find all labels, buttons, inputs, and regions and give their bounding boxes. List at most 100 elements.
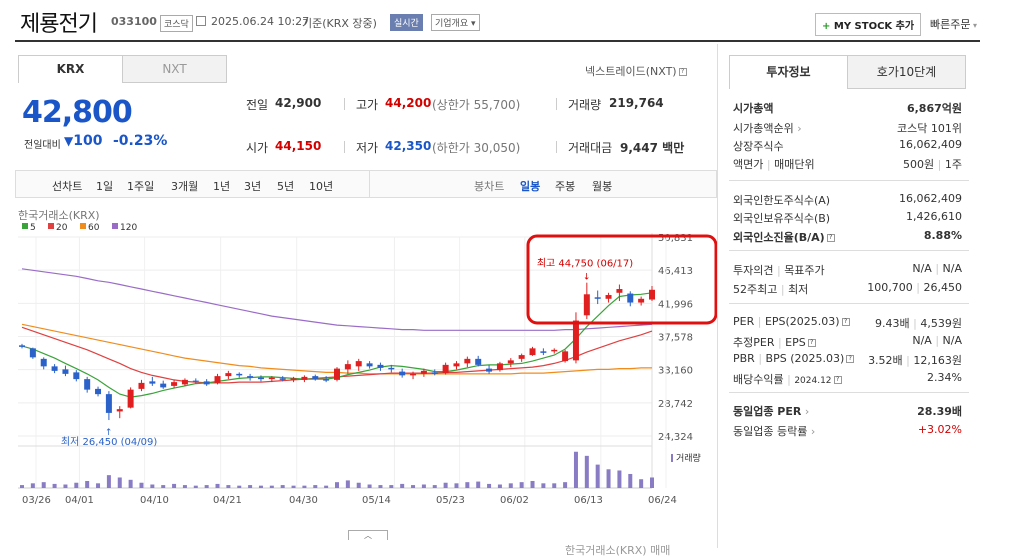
- candle-body: [410, 373, 417, 376]
- tab-invest-info[interactable]: 투자정보: [729, 55, 848, 89]
- realtime-badge[interactable]: 실시간: [390, 14, 423, 31]
- volume-bar: [237, 485, 242, 488]
- candle-body: [116, 409, 123, 412]
- invest-row-label: 외국인보유주식수(B): [733, 212, 831, 225]
- help-icon[interactable]: ?: [826, 234, 835, 242]
- period-10y[interactable]: 10년: [309, 180, 334, 193]
- y-tick-label: 46,413: [658, 266, 693, 277]
- volume-bar: [367, 484, 372, 488]
- down-triangle-icon: ▼: [64, 134, 74, 148]
- chevron-right-icon[interactable]: ›: [801, 405, 810, 418]
- tab-krx[interactable]: KRX: [18, 55, 123, 83]
- volume-bar: [226, 485, 231, 488]
- candle-chart-label[interactable]: 봉차트: [474, 180, 505, 193]
- volume-bar: [389, 485, 394, 488]
- candle-body: [431, 372, 438, 374]
- current-price: 42,800: [22, 95, 133, 130]
- period-1w[interactable]: 1주일: [127, 180, 155, 193]
- arrow-up-icon: ↑: [105, 428, 113, 438]
- candle-body: [594, 297, 601, 299]
- invest-row-value: +3.02%: [917, 423, 962, 436]
- volume-bar: [508, 483, 513, 488]
- chevron-right-icon[interactable]: ›: [807, 425, 816, 438]
- collapse-toggle[interactable]: ︿: [348, 530, 388, 540]
- tab-nxt[interactable]: NXT: [122, 55, 227, 83]
- invest-row-label: 액면가 | 매매단위: [733, 158, 815, 171]
- candle-monthly[interactable]: 월봉: [592, 180, 613, 193]
- candle-body: [562, 351, 569, 362]
- volume-bar: [497, 484, 502, 488]
- candle-body: [84, 379, 91, 390]
- candle-daily[interactable]: 일봉: [520, 180, 541, 193]
- chevron-right-icon[interactable]: ›: [793, 122, 802, 135]
- volume-bar: [541, 483, 546, 488]
- section-divider: [729, 180, 969, 181]
- candle-body: [312, 376, 319, 380]
- candle-body: [638, 298, 645, 303]
- invest-row-value: 코스닥 101위: [897, 122, 962, 135]
- invest-row-value: 28.39배: [917, 405, 962, 418]
- invest-panel: [717, 44, 979, 548]
- divider: [556, 141, 557, 153]
- volume-bar: [563, 482, 568, 488]
- period-1y[interactable]: 1년: [213, 180, 231, 193]
- invest-row-label: 배당수익률 | 2024.12?: [733, 371, 842, 387]
- period-5y[interactable]: 5년: [277, 180, 295, 193]
- quick-order-link[interactable]: 빠른주문 ▾: [930, 18, 978, 31]
- candle-body: [149, 381, 156, 384]
- volume-bar: [74, 482, 79, 488]
- candle-body: [507, 360, 514, 364]
- low-value: 42,350: [385, 139, 432, 153]
- tab-orderbook[interactable]: 호가10단계: [847, 55, 966, 89]
- x-tick-label: 06/02: [500, 495, 529, 506]
- volume-bar: [96, 483, 101, 488]
- legend-label: 60: [88, 223, 100, 233]
- candle-body: [257, 377, 264, 380]
- volume-bar: [150, 484, 155, 488]
- invest-row-value: 1,426,610: [906, 210, 962, 223]
- volume-bar: [378, 485, 383, 488]
- help-icon[interactable]: ?: [807, 339, 816, 347]
- legend-swatch: [80, 223, 86, 229]
- company-info-button[interactable]: 기업개요 ▾: [431, 14, 480, 31]
- stock-name: 제룡전기: [20, 12, 98, 37]
- candle-body: [127, 389, 134, 408]
- volume-bar: [595, 464, 600, 488]
- y-tick-label: 28,742: [658, 399, 693, 410]
- invest-row-value: 6,867억원: [906, 102, 962, 115]
- invest-row-value: 3.52배 | 12,163원: [868, 354, 962, 367]
- invest-row-value: 8.88%: [923, 229, 962, 242]
- volume-bar: [465, 482, 470, 488]
- volume-bar: [487, 483, 492, 488]
- volume-bar: [432, 485, 437, 488]
- open-label: 시가: [246, 141, 269, 155]
- period-1d[interactable]: 1일: [96, 180, 114, 193]
- help-icon[interactable]: ?: [841, 318, 850, 326]
- candle-body: [572, 320, 579, 361]
- invest-row-label: 52주최고 | 최저: [733, 283, 809, 296]
- invest-row-value: N/A | N/A: [912, 334, 962, 347]
- my-stock-add-button[interactable]: + MY STOCK 추가: [815, 13, 922, 36]
- change-label: 전일대비: [24, 140, 61, 151]
- help-icon[interactable]: ?: [833, 376, 842, 384]
- help-icon[interactable]: ?: [846, 355, 855, 363]
- volume-bar: [20, 485, 24, 488]
- candle-body: [616, 289, 623, 293]
- period-3m[interactable]: 3개월: [171, 180, 199, 193]
- candle-weekly[interactable]: 주봉: [555, 180, 576, 193]
- price-chart[interactable]: 한국거래소(KRX)5 20 60 120 50,831 46,413 41,996 37,5…: [0, 200, 717, 548]
- volume-bar: [106, 475, 111, 488]
- candle-body: [399, 371, 406, 376]
- upper-limit: (상한가 55,700): [432, 98, 521, 112]
- nxt-link[interactable]: 넥스트레이드(NXT)?: [585, 63, 687, 79]
- line-chart-label[interactable]: 선차트: [52, 180, 83, 193]
- candle-body: [214, 376, 221, 383]
- volume-bar: [302, 485, 307, 488]
- volume-bar: [258, 485, 263, 488]
- x-tick-label: 05/23: [436, 495, 465, 506]
- candle-body: [279, 378, 286, 380]
- period-3y[interactable]: 3년: [244, 180, 262, 193]
- x-tick-label: 04/30: [289, 495, 318, 506]
- y-tick-label: 24,324: [658, 432, 693, 443]
- volume-bar: [139, 482, 144, 488]
